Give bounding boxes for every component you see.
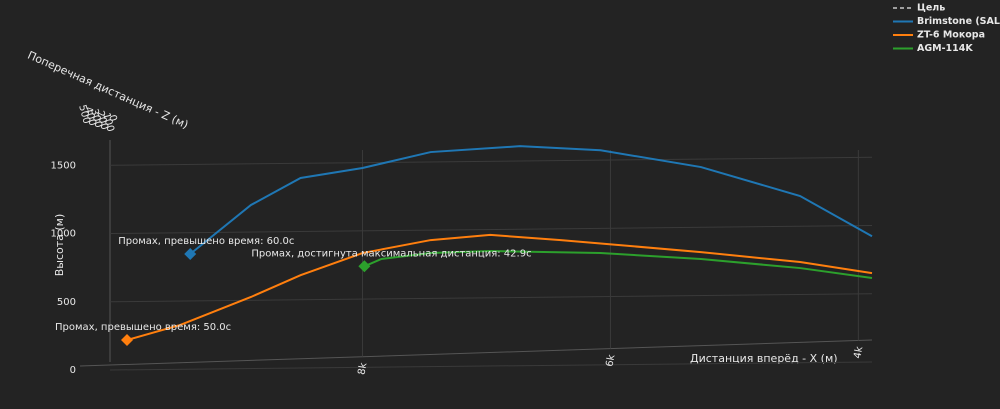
y-tick-label: 1000 — [51, 229, 76, 240]
annotation: Промах, превышено время: 60.0с — [118, 236, 294, 247]
legend-label: AGM-114K — [917, 43, 973, 54]
annotation: Промах, достигнута максимальная дистанци… — [251, 248, 531, 259]
legend-label: Цель — [917, 3, 945, 14]
end-marker — [121, 333, 133, 346]
x-tick-label: 4k — [852, 345, 865, 359]
grid-line — [109, 225, 873, 235]
legend-label: Brimstone (SAL) — [917, 16, 1000, 27]
z-tick-label: 100 — [100, 112, 116, 133]
z-tick-label: 200 — [94, 110, 110, 131]
trajectory — [189, 145, 873, 255]
x-axis-title: Дистанция вперёд - X (м) — [690, 352, 838, 365]
x-tick-label: 8k — [357, 362, 370, 376]
z-tick-label: 400 — [82, 106, 98, 127]
grid-line — [109, 361, 873, 371]
y-tick-label: 1500 — [51, 160, 76, 171]
annotation: Промах, превышено время: 50.0с — [55, 322, 231, 333]
legend-label: ZT-6 Мокора — [917, 30, 985, 41]
grid-line — [109, 293, 873, 303]
end-marker — [358, 260, 371, 273]
y-tick-label: 0 — [70, 365, 76, 376]
y-axis-title: Высота (м) — [53, 214, 66, 277]
y-tick-label: 500 — [57, 297, 76, 308]
trajectory — [363, 249, 873, 280]
z-tick-label: 0 — [106, 114, 118, 123]
grid-line — [109, 156, 873, 166]
x-tick-label: 6k — [604, 354, 617, 368]
z-tick-label: 300 — [88, 108, 104, 129]
floor-edge — [79, 339, 873, 367]
end-marker — [184, 248, 197, 260]
z-tick-label: 500 — [76, 104, 92, 125]
trajectory — [126, 233, 873, 341]
